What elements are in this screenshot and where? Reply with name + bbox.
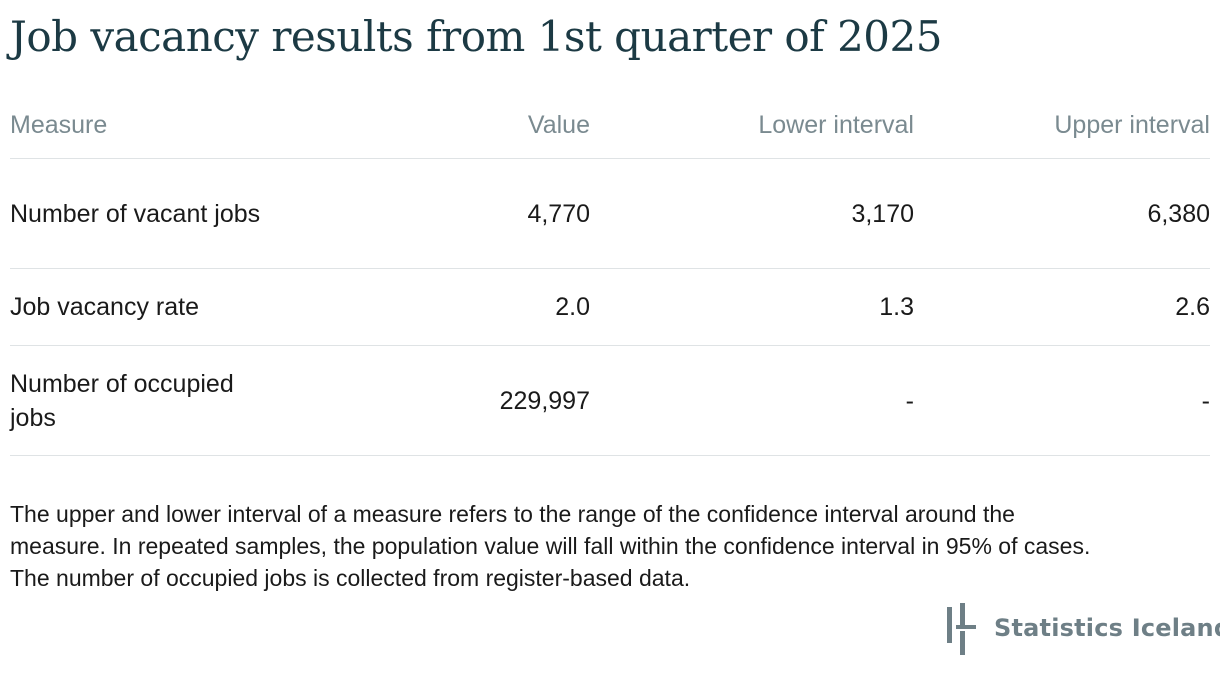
value-cell: 229,997 [310,345,590,456]
measure-label: Number of occupied jobs [10,369,234,432]
upper-interval-cell: - [914,345,1210,456]
measure-label: Number of vacant jobs [10,199,261,228]
value-cell: 2.0 [310,268,590,346]
table-row: Number of occupied jobs 229,997 - - [10,345,1210,456]
statistics-iceland-logo: Statistics Iceland [936,600,1220,656]
table-body: Number of vacant jobs 4,770 3,170 6,380 … [10,158,1210,456]
footnote-line: The number of occupied jobs is collected… [10,565,691,591]
value-cell: 4,770 [310,158,590,269]
measure-cell: Job vacancy rate [10,268,310,346]
table-row: Number of vacant jobs 4,770 3,170 6,380 [10,158,1210,269]
header-row: Measure Value Lower interval Upper inter… [10,92,1210,159]
results-table: Measure Value Lower interval Upper inter… [10,92,1210,456]
table-header: Measure Value Lower interval Upper inter… [10,92,1210,159]
table-row: Job vacancy rate 2.0 1.3 2.6 [10,268,1210,346]
footnote: The upper and lower interval of a measur… [10,498,1210,594]
lower-interval-cell: 3,170 [590,158,914,269]
lower-interval-cell: 1.3 [590,268,914,346]
measure-cell: Number of occupied jobs [10,345,310,456]
statistics-iceland-logo-icon [947,603,976,655]
column-header-lower-interval: Lower interval [590,92,914,159]
page-title: Job vacancy results from 1st quarter of … [10,12,942,61]
lower-interval-cell: - [590,345,914,456]
measure-cell: Number of vacant jobs [10,158,310,269]
upper-interval-cell: 6,380 [914,158,1210,269]
column-header-measure: Measure [10,92,310,159]
footnote-line: The upper and lower interval of a measur… [10,501,1015,527]
column-header-upper-interval: Upper interval [914,92,1210,159]
upper-interval-cell: 2.6 [914,268,1210,346]
logo-text: Statistics Iceland [994,614,1220,642]
footnote-line: measure. In repeated samples, the popula… [10,533,1091,559]
column-header-value: Value [310,92,590,159]
measure-label: Job vacancy rate [10,293,199,321]
